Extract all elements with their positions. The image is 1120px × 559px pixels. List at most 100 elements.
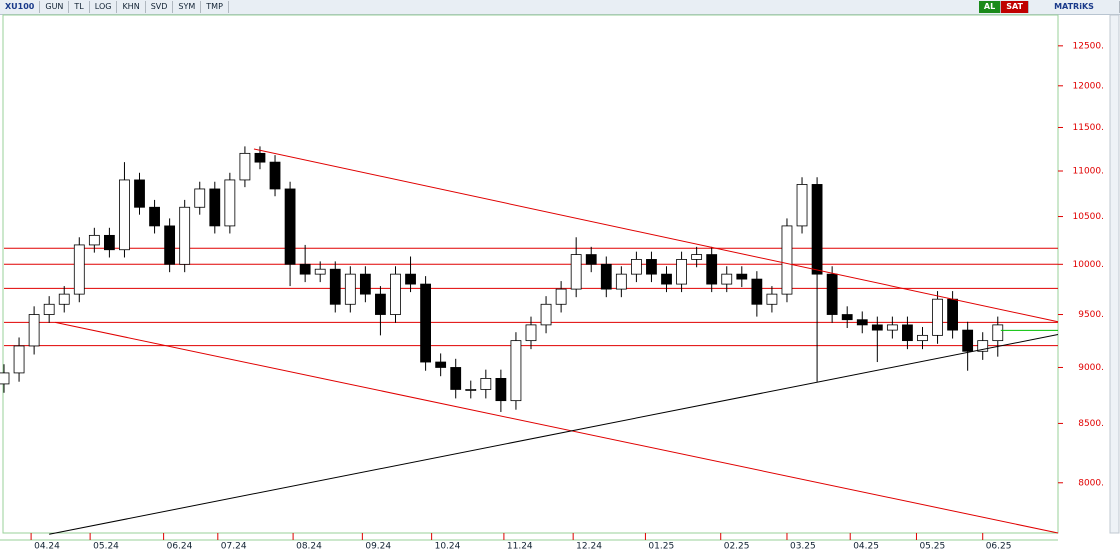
candle-body — [73, 244, 85, 295]
candle-body — [766, 293, 778, 305]
trend-line — [253, 148, 1059, 323]
candle-body — [495, 378, 507, 402]
x-tick-label: 06.25 — [986, 542, 1012, 552]
x-tick-label: 01.25 — [648, 542, 674, 552]
candle-body — [902, 324, 913, 342]
x-tick-label: 12.24 — [576, 542, 602, 552]
candle-body — [480, 378, 492, 390]
candle-body — [13, 345, 25, 374]
x-tick-label: 05.24 — [93, 542, 119, 552]
toolbar-button[interactable]: SYM — [173, 1, 202, 13]
candle-body — [28, 314, 40, 347]
candle-body — [706, 254, 718, 285]
candle-body — [676, 259, 687, 285]
x-tick-label: 04.25 — [853, 542, 879, 552]
trend-line — [55, 321, 1059, 534]
x-tick-label: 02.25 — [724, 542, 750, 552]
candle-body — [58, 293, 70, 305]
candle-body — [947, 298, 958, 331]
candle-body — [239, 152, 251, 181]
sell-button[interactable]: SAT — [1001, 1, 1029, 13]
y-tick-label: 12000. — [1073, 81, 1105, 91]
y-tick-label: 8500. — [1078, 419, 1104, 429]
candle-body — [194, 188, 206, 208]
x-tick-label: 10.24 — [435, 542, 461, 552]
candle-body — [359, 273, 371, 295]
candle-body — [646, 259, 657, 275]
candle-body — [886, 324, 898, 331]
candle-body — [299, 263, 311, 275]
candle-body — [375, 293, 386, 315]
y-tick-label: 8000. — [1078, 478, 1104, 488]
candle-body — [314, 268, 326, 275]
y-tick-label: 10000. — [1073, 260, 1105, 270]
candle-body — [841, 314, 853, 321]
candle-body — [615, 273, 627, 290]
candle-body — [525, 324, 537, 342]
candle-body — [540, 303, 552, 326]
candle-body — [600, 263, 612, 290]
candle-body — [269, 161, 281, 190]
candle-body — [661, 273, 672, 285]
y-tick-label: 11000. — [1073, 166, 1105, 176]
candle-body — [962, 329, 974, 352]
buy-button[interactable]: AL — [978, 1, 1002, 13]
candle-body — [450, 367, 462, 390]
y-tick-label: 12500. — [1073, 41, 1105, 51]
toolbar-button[interactable]: GUN — [40, 1, 70, 13]
candle-body — [224, 179, 236, 227]
symbol[interactable]: XU100 — [0, 1, 41, 13]
candle-body — [420, 283, 432, 363]
x-tick-label: 06.24 — [167, 542, 193, 552]
candle-body — [631, 259, 642, 275]
candle-body — [585, 254, 597, 265]
candle-body — [555, 288, 567, 305]
candle-body — [856, 319, 868, 326]
candle-body — [751, 278, 763, 305]
candle-body — [435, 361, 447, 368]
toolbar-button[interactable]: TL — [69, 1, 90, 13]
candle-body — [149, 206, 160, 227]
y-tick-label: 9000. — [1078, 363, 1104, 373]
x-tick-label: 09.24 — [365, 542, 391, 552]
candle-body — [736, 273, 748, 280]
plot-frame — [2, 14, 1059, 534]
candle-body — [329, 268, 341, 305]
candle-body — [691, 254, 703, 260]
y-tick-label: 11500. — [1073, 123, 1105, 133]
candle-body — [390, 273, 401, 315]
x-tick-label: 11.24 — [507, 542, 533, 552]
toolbar-button[interactable]: TMP — [201, 1, 229, 13]
scrollbar[interactable] — [1109, 14, 1120, 534]
candle-body — [164, 225, 176, 265]
candle-body — [811, 184, 823, 275]
candle-body — [871, 324, 883, 331]
x-tick-label: 03.25 — [790, 542, 816, 552]
candle-body — [405, 273, 416, 285]
x-tick-label: 07.24 — [221, 542, 247, 552]
candle-body — [570, 254, 582, 290]
candle-body — [209, 188, 221, 227]
toolbar-button[interactable]: LOG — [90, 1, 118, 13]
candle-body — [781, 225, 793, 295]
y-tick-label: 9500. — [1078, 310, 1104, 320]
candle-body — [992, 324, 1004, 342]
x-tick-label: 08.24 — [296, 542, 322, 552]
candle-body — [465, 389, 477, 391]
toolbar-button[interactable]: KHN — [117, 1, 146, 13]
candle-body — [796, 184, 808, 227]
candle-body — [104, 234, 115, 251]
candle-body — [254, 152, 266, 163]
x-tick-label: 04.24 — [34, 542, 60, 552]
candle-body — [932, 298, 943, 336]
candle-body — [179, 206, 191, 265]
toolbar-button[interactable]: SVD — [146, 1, 174, 13]
candle-body — [43, 303, 55, 315]
trend-line — [49, 334, 1059, 535]
y-tick-label: 10500. — [1073, 212, 1105, 222]
candle-body — [88, 234, 100, 246]
candle-body — [721, 273, 733, 285]
candle-body — [134, 179, 145, 208]
